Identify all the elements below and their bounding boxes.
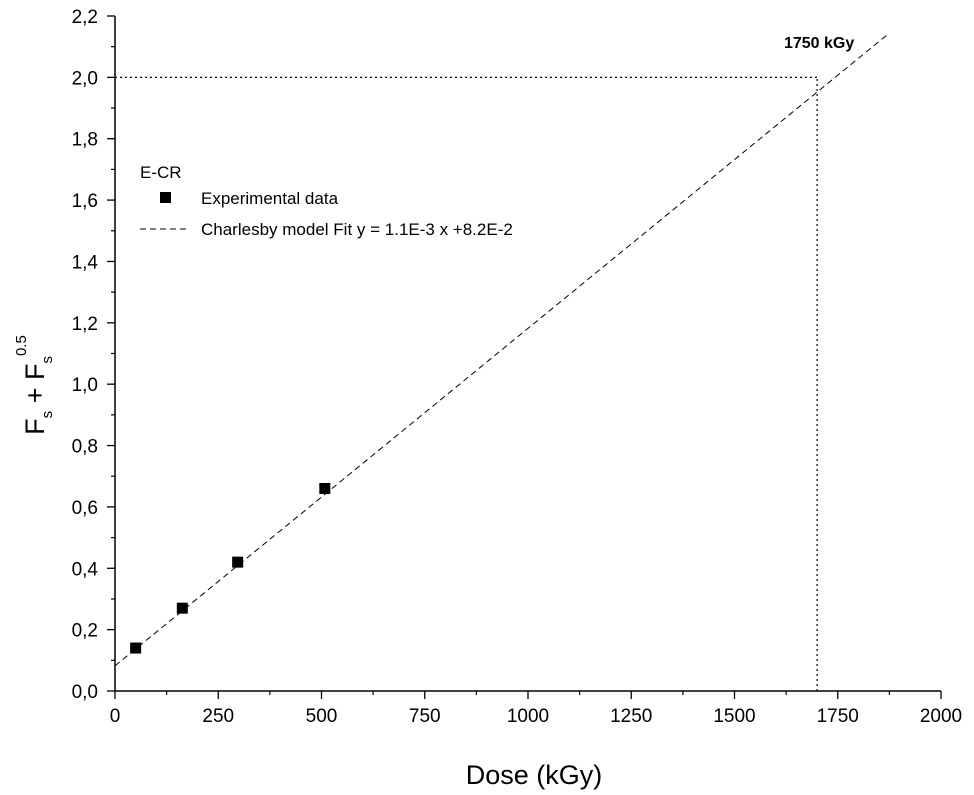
y-tick-label: 1,6 <box>72 191 98 212</box>
x-tick-label: 500 <box>306 706 338 727</box>
y-tick-label: 0,6 <box>72 498 98 519</box>
y-tick-label: 0,0 <box>72 682 98 703</box>
x-tick-label: 1000 <box>507 706 549 727</box>
y-axis-title: Fs + Fs 0.5 <box>13 335 56 435</box>
x-tick-label: 250 <box>202 706 234 727</box>
y-tick-label: 2,0 <box>72 68 98 89</box>
x-tick-label: 1500 <box>713 706 755 727</box>
y-tick-label: 1,0 <box>72 375 98 396</box>
legend-marker-square <box>160 192 171 203</box>
y-axis-title-sup: 0.5 <box>13 335 30 356</box>
y-tick-label: 0,8 <box>72 437 98 458</box>
x-tick-label: 750 <box>409 706 441 727</box>
x-tick-label: 0 <box>110 706 121 727</box>
fit-line <box>114 34 888 667</box>
fit-line-layer <box>114 34 888 667</box>
annotation-1750-kgy: 1750 kGy <box>784 35 854 52</box>
x-tick-label: 1750 <box>817 706 859 727</box>
y-axis-title-plus: + F <box>20 364 50 411</box>
legend: E-CR Experimental data Charlesby model F… <box>140 163 513 239</box>
data-point <box>232 556 244 568</box>
y-tick-label: 1,4 <box>72 252 99 273</box>
data-point <box>176 602 188 614</box>
y-tick-label: 1,8 <box>72 130 98 151</box>
y-axis-title-main: F <box>20 418 50 435</box>
x-tick-label: 2000 <box>920 706 962 727</box>
legend-title: E-CR <box>140 163 182 182</box>
reference-lines <box>115 76 818 691</box>
y-tick-label: 2,2 <box>72 7 98 28</box>
y-axis-ticks: 0,0 0,2 0,4 0,6 0,8 1,0 1,2 1,4 1,6 1,8 2,0 2,2 <box>72 7 115 703</box>
legend-label-fit: Charlesby model Fit y = 1.1E-3 x +8.2E-2 <box>201 220 513 239</box>
y-tick-label: 0,2 <box>72 621 98 642</box>
svg-text:Fs + Fs0.5: Fs + Fs 0.5 <box>13 335 56 435</box>
y-tick-label: 0,4 <box>72 559 99 580</box>
x-tick-label: 1250 <box>610 706 652 727</box>
x-axis-ticks: 0 250 500 750 1000 1250 1500 1750 2000 <box>110 691 962 727</box>
y-axis-title-sub: s <box>39 411 56 419</box>
data-point <box>130 642 142 654</box>
y-axis-title-sub2: s <box>39 356 56 364</box>
legend-label-experimental: Experimental data <box>201 189 339 208</box>
data-point <box>319 483 331 494</box>
x-axis-title: Dose (kGy) <box>466 760 603 790</box>
data-points-layer <box>130 483 331 654</box>
y-tick-label: 1,2 <box>72 314 98 335</box>
